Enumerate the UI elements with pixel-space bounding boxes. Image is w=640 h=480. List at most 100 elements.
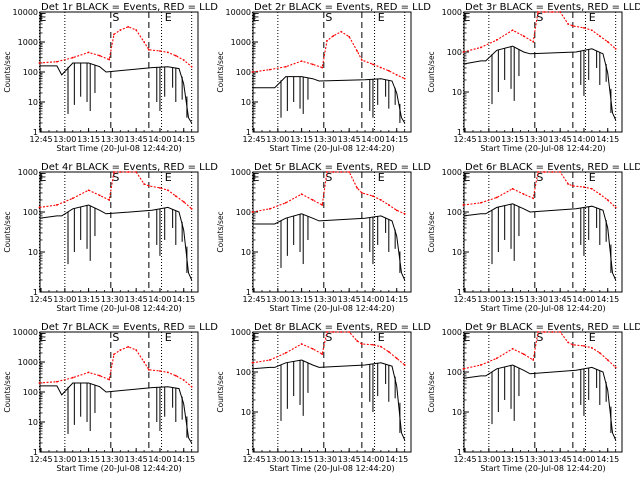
- lld-point: [348, 35, 351, 38]
- event-marker-label: S: [112, 171, 119, 184]
- lld-point: [511, 347, 514, 350]
- y-tick-label: 10: [452, 88, 462, 97]
- events-series-line: [252, 359, 406, 441]
- lld-point: [551, 11, 554, 13]
- x-tick-label: 14:15: [596, 455, 619, 464]
- event-marker-label: E: [463, 171, 470, 184]
- lld-point: [537, 171, 539, 173]
- x-tick-label: 13:00: [477, 455, 500, 464]
- panel-title: Det 4r BLACK = Events, RED = LLD: [41, 162, 218, 173]
- x-tick-label: 13:15: [501, 135, 524, 144]
- x-tick-label: 14:15: [596, 295, 619, 304]
- x-tick-label: 13:15: [501, 455, 524, 464]
- y-tick-label: 10: [241, 98, 251, 107]
- lld-point: [87, 51, 90, 54]
- lld-point: [98, 374, 101, 377]
- x-tick-label: 13:30: [101, 135, 124, 144]
- lld-point: [251, 211, 254, 213]
- panel-title: Det 3r BLACK = Events, RED = LLD: [465, 2, 640, 13]
- lld-point: [403, 77, 406, 80]
- lld-point: [403, 364, 406, 366]
- lld-point: [113, 33, 115, 36]
- lld-point: [321, 204, 324, 206]
- y-tick-label: 1: [457, 128, 462, 137]
- x-tick-label: 13:30: [525, 455, 548, 464]
- y-tick-label: 1000: [442, 328, 462, 337]
- x-tick-label: 12:45: [30, 295, 53, 304]
- lld-point: [395, 357, 398, 360]
- x-axis-label: Start Time (20-Jul-08 12:44:20): [56, 464, 181, 473]
- y-axis-label: Counts/sec: [427, 371, 436, 412]
- x-tick-label: 13:00: [53, 455, 76, 464]
- lld-point: [251, 361, 254, 364]
- event-marker-label: E: [252, 11, 259, 24]
- lld-point: [522, 35, 525, 37]
- x-tick-label: 12:45: [454, 295, 477, 304]
- y-tick-label: 100: [236, 68, 251, 77]
- detector-panel: Det 7r BLACK = Events, RED = LLD 1 10 100 10…: [3, 322, 218, 473]
- x-axis-label: Start Time (20-Jul-08 12:44:20): [269, 304, 394, 313]
- lld-point: [606, 359, 609, 361]
- plot-frame: [252, 331, 412, 453]
- lld-point: [182, 200, 185, 203]
- y-axis-label: Counts/sec: [3, 371, 12, 412]
- x-tick-label: 13:15: [501, 295, 524, 304]
- lld-point: [108, 199, 111, 201]
- y-tick-label: 1000: [231, 38, 251, 47]
- y-tick-label: 10: [28, 418, 38, 427]
- event-marker-label: E: [589, 171, 596, 184]
- lld-point: [614, 366, 617, 369]
- y-tick-label: 10: [28, 248, 38, 257]
- lld-point: [326, 331, 328, 333]
- event-marker-label: S: [325, 331, 332, 344]
- x-tick-label: 13:00: [266, 295, 289, 304]
- lld-point: [379, 199, 382, 201]
- x-tick-label: 14:00: [148, 455, 171, 464]
- event-marker-label: E: [463, 331, 470, 344]
- event-marker-label: E: [378, 331, 385, 344]
- events-series-line: [39, 204, 193, 281]
- lld-point: [356, 50, 359, 52]
- y-axis-label: Counts/sec: [216, 51, 225, 92]
- y-tick-label: 100: [447, 368, 462, 377]
- lld-point: [495, 39, 498, 41]
- y-axis-label: Counts/sec: [427, 211, 436, 252]
- event-marker-label: E: [589, 11, 596, 24]
- lld-point: [559, 331, 562, 333]
- lld-point: [387, 350, 390, 353]
- events-series-line: [39, 62, 193, 124]
- lld-point: [348, 331, 351, 333]
- lld-point: [284, 65, 287, 68]
- lld-point: [598, 35, 601, 37]
- y-tick-label: 1: [246, 288, 251, 297]
- lld-point: [71, 376, 74, 379]
- event-marker-label: E: [165, 331, 172, 344]
- detector-panel: Det 1r BLACK = Events, RED = LLD 1 10 100 10…: [3, 2, 218, 153]
- y-tick-label: 1: [457, 288, 462, 297]
- detector-panel: Det 5r BLACK = Events, RED = LLD 1 10 100 10…: [216, 162, 431, 313]
- lld-point: [269, 359, 271, 361]
- event-marker-label: E: [165, 171, 172, 184]
- lld-point: [98, 54, 101, 57]
- event-marker-label: S: [112, 11, 119, 24]
- lld-point: [321, 353, 324, 356]
- lld-point: [300, 193, 303, 196]
- lld-point: [495, 357, 498, 360]
- lld-point: [522, 193, 525, 196]
- events-series-line: [463, 45, 617, 121]
- x-tick-label: 14:15: [172, 295, 195, 304]
- lld-point: [119, 349, 122, 351]
- x-tick-label: 13:00: [53, 295, 76, 304]
- x-tick-label: 12:45: [454, 455, 477, 464]
- lld-point: [159, 50, 161, 52]
- x-tick-label: 13:45: [125, 455, 148, 464]
- x-axis-label: Start Time (20-Jul-08 12:44:20): [480, 144, 605, 153]
- x-tick-label: 14:00: [572, 295, 595, 304]
- lld-point: [108, 378, 111, 381]
- x-tick-label: 13:30: [314, 135, 337, 144]
- lld-point: [340, 30, 343, 33]
- lld-point: [360, 343, 363, 345]
- lld-point: [174, 374, 177, 377]
- lld-point: [159, 187, 161, 189]
- y-tick-label: 1: [246, 448, 251, 457]
